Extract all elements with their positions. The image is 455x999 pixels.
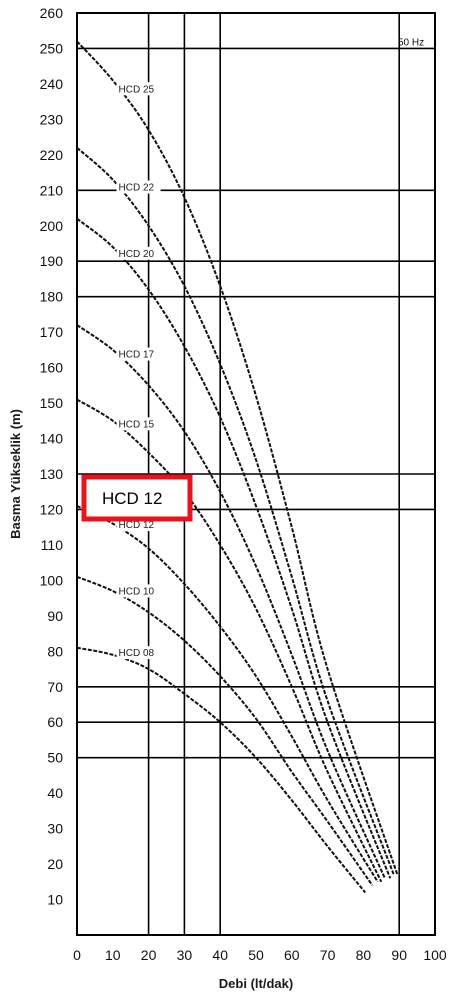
x-tick-label: 10 bbox=[105, 947, 121, 963]
curve-hcd-08 bbox=[76, 646, 366, 894]
grid-lines bbox=[77, 13, 435, 935]
curve-hcd-25 bbox=[76, 40, 399, 876]
y-tick-label: 10 bbox=[47, 892, 63, 908]
curve-label: HCD 22 bbox=[119, 182, 155, 193]
y-tick-label: 100 bbox=[40, 572, 64, 588]
curve-label: HCD 08 bbox=[119, 648, 155, 659]
x-tick-label: 20 bbox=[141, 947, 157, 963]
y-tick-label: 90 bbox=[47, 608, 63, 624]
highlight-label: HCD 12 bbox=[102, 489, 162, 508]
highlight-box: HCD 12 bbox=[81, 474, 193, 522]
y-axis-title: Basma Yükseklik (m) bbox=[8, 409, 23, 539]
curve-label-bg bbox=[116, 646, 161, 660]
curve-label-bg bbox=[116, 584, 161, 598]
y-tick-label: 110 bbox=[41, 537, 64, 553]
curve-hcd-22 bbox=[76, 147, 395, 876]
frequency-label: 50 Hz bbox=[398, 37, 424, 48]
x-tick-label: 60 bbox=[284, 947, 300, 963]
x-tick-label: 80 bbox=[356, 947, 372, 963]
y-tick-label: 150 bbox=[40, 395, 64, 411]
y-axis-ticks: 10 20 30 40 50 60 70 80 90 100 110 120 130 140 150 160 1… bbox=[40, 5, 64, 908]
y-tick-label: 120 bbox=[40, 501, 64, 517]
x-tick-label: 50 bbox=[248, 947, 264, 963]
curve-hcd-15 bbox=[76, 398, 383, 883]
x-tick-label: 70 bbox=[320, 947, 336, 963]
curve-label-bg bbox=[116, 180, 161, 194]
curve-label-bg bbox=[116, 417, 161, 431]
curve-label-bg bbox=[116, 246, 161, 260]
y-tick-label: 210 bbox=[40, 182, 64, 198]
curve-label: HCD 10 bbox=[119, 586, 155, 597]
y-tick-label: 170 bbox=[40, 324, 64, 340]
x-axis-ticks: 0 10 20 30 40 50 60 70 80 90 100 bbox=[73, 947, 447, 963]
x-tick-label: 90 bbox=[391, 947, 407, 963]
y-tick-label: 190 bbox=[40, 253, 64, 269]
y-tick-label: 220 bbox=[40, 147, 64, 163]
x-tick-label: 40 bbox=[212, 947, 228, 963]
curve-label: HCD 20 bbox=[119, 249, 155, 260]
curve-label: HCD 25 bbox=[119, 84, 155, 95]
curve-labels: HCD 08 HCD 10 HCD 12 HCD 15 HCD 17 HCD 20 HCD … bbox=[116, 82, 161, 660]
curve-label: HCD 17 bbox=[119, 350, 155, 361]
y-tick-label: 40 bbox=[47, 785, 63, 801]
x-axis-title: Debi (lt/dak) bbox=[219, 976, 293, 991]
x-tick-label: 30 bbox=[177, 947, 193, 963]
y-tick-label: 60 bbox=[47, 714, 63, 730]
y-tick-label: 140 bbox=[40, 431, 64, 447]
highlight-rect bbox=[81, 474, 193, 522]
curve-hcd-10 bbox=[76, 575, 374, 886]
y-tick-label: 130 bbox=[40, 466, 64, 482]
y-tick-label: 260 bbox=[40, 5, 64, 21]
curve-label-bg bbox=[116, 347, 161, 361]
pump-curves bbox=[76, 40, 399, 894]
curve-hcd-20 bbox=[76, 217, 392, 879]
curve-label: HCD 15 bbox=[119, 419, 155, 430]
y-tick-label: 20 bbox=[47, 856, 63, 872]
curve-label-bg bbox=[116, 82, 161, 96]
y-tick-label: 200 bbox=[40, 218, 64, 234]
y-tick-label: 240 bbox=[40, 76, 64, 92]
curve-label: HCD 12 bbox=[119, 520, 155, 531]
x-tick-label: 0 bbox=[73, 947, 81, 963]
y-tick-label: 160 bbox=[40, 360, 64, 376]
y-tick-label: 30 bbox=[47, 821, 63, 837]
curve-hcd-17 bbox=[76, 324, 386, 879]
curve-hcd-12 bbox=[76, 505, 379, 883]
y-tick-label: 80 bbox=[47, 643, 63, 659]
x-tick-label: 100 bbox=[423, 947, 447, 963]
y-tick-label: 70 bbox=[47, 679, 63, 695]
y-tick-label: 50 bbox=[47, 750, 63, 766]
y-tick-label: 250 bbox=[40, 40, 64, 56]
plot-frame bbox=[76, 12, 436, 936]
y-tick-label: 230 bbox=[40, 111, 64, 127]
y-tick-label: 180 bbox=[40, 289, 64, 305]
